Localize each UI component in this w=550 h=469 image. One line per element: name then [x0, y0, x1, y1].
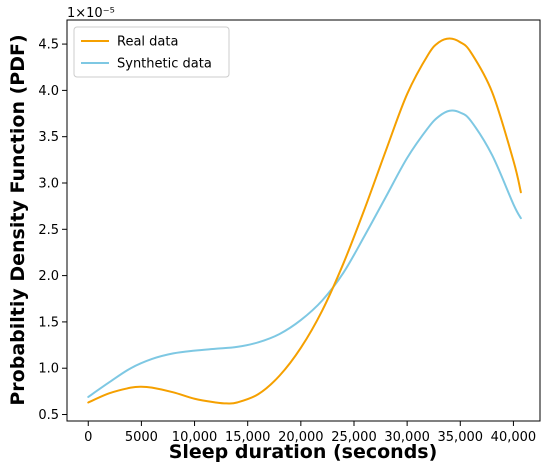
legend: Real data Synthetic data — [73, 26, 230, 78]
y-tick-label: 1.0 — [38, 362, 59, 377]
series-lines — [87, 37, 522, 405]
x-axis-title: Sleep duration (seconds) — [169, 441, 438, 463]
x-tick-label: 30,000 — [384, 430, 430, 445]
y-tick-label: 3.0 — [38, 176, 59, 191]
x-tick-label: 15,000 — [225, 430, 271, 445]
y-scale-label: 1×10⁻⁵ — [67, 6, 115, 21]
y-tick-label: 4.0 — [38, 84, 59, 99]
x-tick-label: 5000 — [125, 430, 158, 445]
x-tick-label: 35,000 — [438, 430, 484, 445]
series-line-0 — [87, 37, 522, 405]
legend-label-1: Synthetic data — [117, 57, 212, 72]
plot-area — [66, 19, 541, 422]
x-tick-label: 40,000 — [491, 430, 537, 445]
y-tick-label: 2.5 — [38, 223, 59, 238]
x-tick-label: 10,000 — [172, 430, 218, 445]
y-tick-label: 3.5 — [38, 130, 59, 145]
legend-box — [73, 26, 230, 78]
x-tick-label: 0 — [84, 430, 92, 445]
series-line-1 — [87, 109, 522, 398]
y-tick-label: 2.0 — [38, 269, 59, 284]
y-tick-label: 4.5 — [38, 38, 59, 53]
x-tick-label: 25,000 — [331, 430, 377, 445]
legend-label-0: Real data — [117, 35, 178, 50]
x-tick-label: 20,000 — [278, 430, 324, 445]
y-tick-label: 0.5 — [38, 408, 59, 423]
y-axis-title: Probabiltiy Density Function (PDF) — [7, 34, 29, 405]
axis-ticks: 0 5000 10,000 15,000 20,000 25,000 30,000 35,00… — [38, 38, 536, 445]
y-tick-label: 1.5 — [38, 315, 59, 330]
